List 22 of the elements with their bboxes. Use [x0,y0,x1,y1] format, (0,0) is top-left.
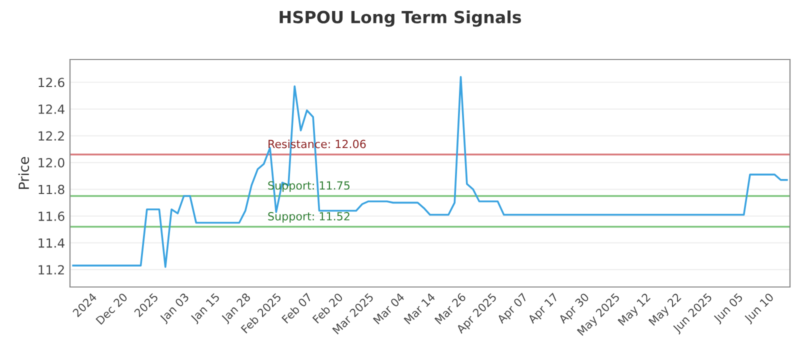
x-tick-label: Apr 17 [527,292,560,326]
x-tick-label: Feb 07 [281,292,312,324]
y-tick-label: 12.0 [38,158,64,168]
x-tick-label: Jan 03 [158,292,191,324]
x-tick-label: Apr 07 [496,292,530,326]
x-tick-label: Dec 20 [96,292,128,325]
ref-line-label: Support: 11.52 [268,212,350,223]
x-tick-label: Mar 14 [404,292,436,324]
y-tick-label: 11.8 [38,184,64,194]
y-tick-label: 11.2 [38,265,64,274]
y-axis-title: Price [18,157,30,189]
y-tick-label: 11.4 [38,238,64,248]
x-tick-label: Jan 15 [190,292,222,324]
y-tick-label: 12.2 [38,131,64,141]
x-tick-label: Mar 04 [372,292,405,324]
y-tick-label: 12.6 [38,78,64,88]
y-tick-label: 12.4 [38,104,64,114]
y-tick-label: 11.6 [38,212,64,221]
line-series [72,76,788,268]
x-tick-label: Jun 10 [743,292,776,325]
chart-title: HSPOU Long Term Signals [280,10,522,27]
x-tick-label: Jun 05 [712,292,745,325]
